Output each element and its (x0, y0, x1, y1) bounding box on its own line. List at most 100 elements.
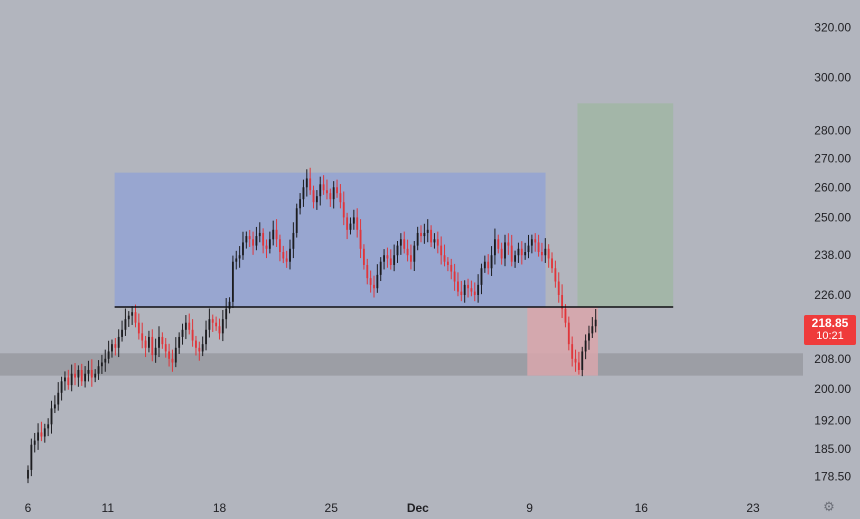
candle-body (121, 329, 123, 337)
candle-body (483, 261, 486, 269)
candle-body (517, 248, 520, 256)
time-tick-label: 6 (25, 501, 32, 515)
candle-body (295, 208, 298, 233)
candle-body (265, 245, 268, 249)
last-price-value: 218.85 (811, 316, 849, 330)
candle-body (460, 291, 463, 295)
candle-body (191, 329, 194, 341)
candle-body (312, 190, 315, 203)
candle-body (205, 329, 207, 345)
candle-body (487, 261, 490, 269)
candle-body (201, 344, 204, 352)
candle-body (470, 288, 473, 292)
candle-body (168, 351, 171, 359)
candle-body (37, 432, 40, 441)
candle-body (376, 274, 379, 289)
candle-body (218, 326, 221, 334)
candle-body (329, 193, 332, 200)
candle-body (530, 239, 533, 246)
candle-body (366, 264, 369, 279)
candle-body (584, 340, 587, 352)
candle-body (383, 255, 385, 262)
candle-body (258, 232, 261, 237)
candle-body (561, 294, 564, 309)
support-zone (0, 353, 803, 376)
gear-icon[interactable]: ⚙ (823, 499, 835, 514)
candle-body (211, 319, 214, 323)
candle-body (40, 432, 43, 437)
candle-body (158, 336, 160, 348)
candle-body (87, 369, 90, 374)
candle-body (430, 229, 433, 243)
candle-body (436, 239, 439, 246)
candle-body (359, 229, 362, 249)
candle-body (527, 245, 530, 253)
candle-body (148, 336, 150, 348)
candle-body (369, 278, 372, 285)
stop-loss-zone (527, 306, 598, 376)
candle-body (541, 252, 543, 256)
candle-body (279, 239, 281, 253)
candle-body (141, 333, 144, 341)
candle-body (137, 322, 140, 334)
candle-body (215, 322, 218, 327)
candle-body (588, 333, 590, 341)
candle-body (252, 239, 254, 246)
candle-body (248, 236, 251, 240)
candle-body (393, 255, 396, 265)
candle-body (389, 258, 392, 265)
candle-body (326, 190, 328, 194)
profit-target-zone (577, 103, 674, 307)
candle-body (282, 252, 285, 259)
candle-body (342, 202, 345, 218)
candle-body (309, 178, 312, 191)
candle-body (228, 301, 231, 309)
price-tick-label: 226.00 (814, 288, 851, 302)
candle-body (379, 261, 382, 275)
candle-body (399, 239, 402, 246)
candle-body (453, 271, 456, 282)
candle-body (534, 239, 537, 243)
candle-body (67, 377, 70, 386)
candle-body (124, 319, 127, 330)
candle-body (567, 322, 570, 345)
time-axis[interactable]: 6 11 18 25 Dec 9 16 23 (25, 501, 760, 515)
last-price-badge: 218.85 10:21 (804, 315, 856, 345)
candle-body (161, 336, 164, 345)
candle-body (198, 347, 201, 352)
candle-body (426, 229, 429, 233)
candle-body (510, 245, 513, 262)
candle-body (77, 369, 80, 378)
time-tick-label: Dec (407, 501, 429, 515)
candle-body (184, 322, 187, 330)
candle-body (299, 199, 302, 209)
price-tick-label: 185.00 (814, 442, 851, 456)
price-axis[interactable]: 320.00 300.00 280.00 270.00 260.00 250.00 238.… (814, 21, 851, 484)
candle-body (373, 284, 375, 289)
candle-body (97, 366, 100, 374)
time-tick-label: 23 (746, 501, 760, 515)
price-tick-label: 200.00 (814, 382, 851, 396)
candle-body (268, 239, 271, 249)
time-tick-label: 9 (526, 501, 533, 515)
candle-body (467, 284, 469, 289)
candle-body (242, 242, 244, 256)
candle-body (151, 336, 154, 356)
candle-body (332, 187, 335, 200)
candle-body (178, 336, 181, 348)
candle-body (356, 217, 359, 230)
candle-body (514, 255, 516, 262)
candle-body (262, 232, 265, 246)
candle-body (221, 319, 224, 334)
candle-body (80, 369, 83, 382)
candle-body (423, 232, 426, 237)
candle-body (524, 252, 527, 256)
price-tick-label: 178.50 (814, 469, 851, 483)
candle-body (238, 255, 241, 259)
time-tick-label: 18 (213, 501, 227, 515)
candle-body (285, 258, 288, 262)
candle-body (507, 242, 510, 246)
candle-body (164, 344, 167, 352)
time-tick-label: 25 (325, 501, 339, 515)
